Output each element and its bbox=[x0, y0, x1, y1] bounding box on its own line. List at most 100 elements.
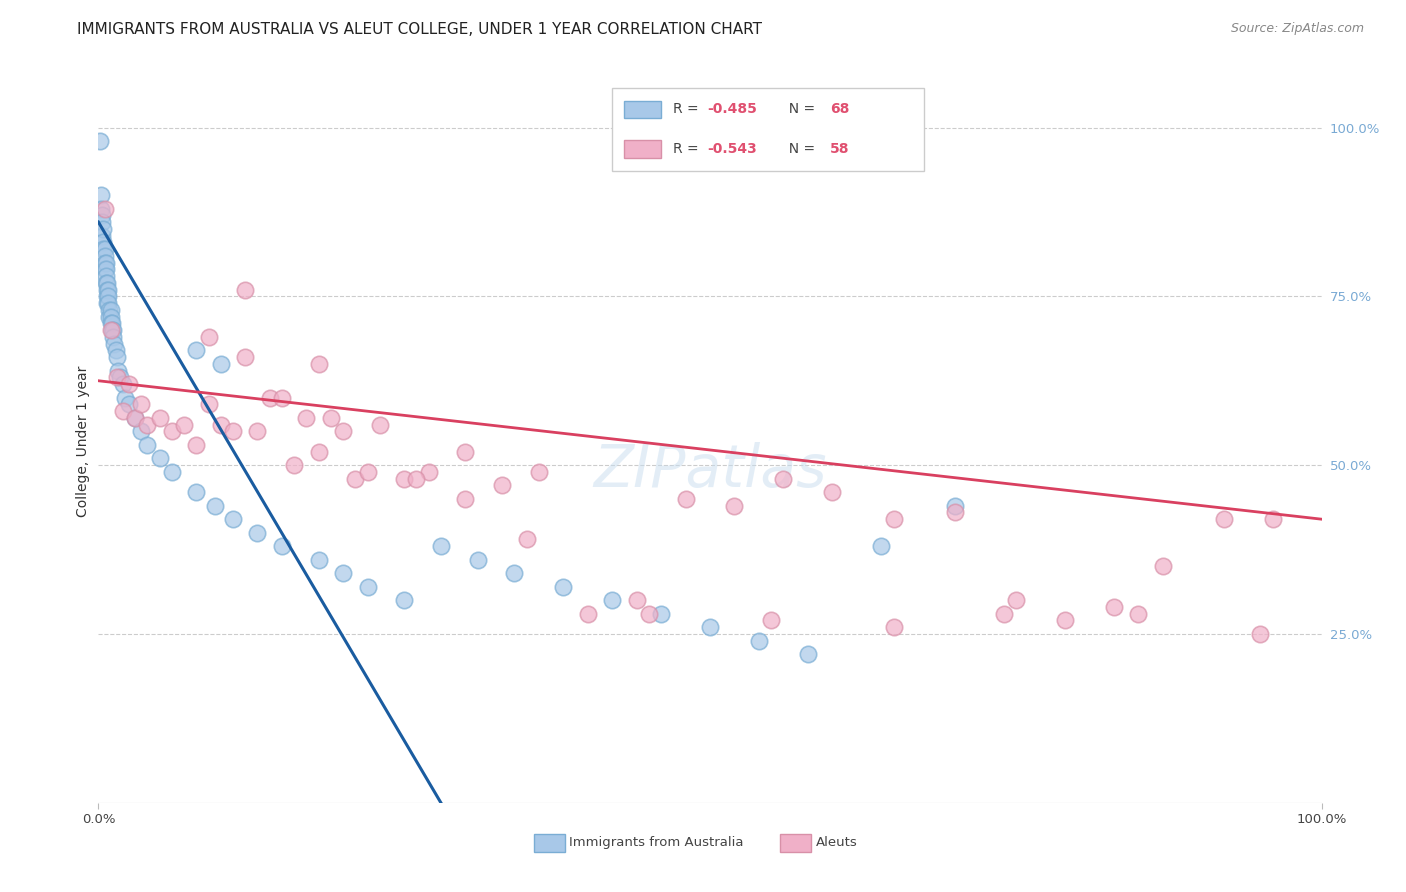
Point bbox=[186, 438, 208, 452]
Point bbox=[405, 472, 427, 486]
Point bbox=[454, 491, 477, 506]
Text: R =: R = bbox=[673, 142, 703, 156]
Point bbox=[90, 188, 112, 202]
Point bbox=[259, 391, 281, 405]
Point bbox=[90, 202, 112, 216]
Point bbox=[136, 417, 159, 432]
Point bbox=[105, 370, 128, 384]
FancyBboxPatch shape bbox=[612, 87, 924, 170]
Point bbox=[637, 607, 661, 621]
Point bbox=[93, 242, 115, 256]
Point bbox=[1004, 593, 1026, 607]
Point bbox=[356, 580, 378, 594]
Point bbox=[1249, 627, 1271, 641]
Text: Aleuts: Aleuts bbox=[815, 837, 858, 849]
Point bbox=[368, 417, 391, 432]
Point bbox=[650, 607, 672, 621]
Point bbox=[107, 364, 129, 378]
Point bbox=[761, 614, 783, 628]
Point bbox=[332, 566, 354, 581]
Point bbox=[94, 276, 117, 290]
Point bbox=[430, 539, 453, 553]
Point bbox=[748, 633, 770, 648]
Point bbox=[246, 425, 269, 439]
Point bbox=[129, 397, 152, 411]
Point bbox=[160, 465, 183, 479]
Point bbox=[344, 472, 367, 486]
Point bbox=[270, 539, 294, 553]
Point bbox=[993, 607, 1015, 621]
Point bbox=[204, 499, 226, 513]
Point bbox=[91, 228, 114, 243]
Point bbox=[553, 580, 575, 594]
Text: -0.543: -0.543 bbox=[707, 142, 758, 156]
Point bbox=[94, 269, 117, 284]
Point bbox=[105, 350, 128, 364]
Point bbox=[943, 505, 966, 519]
Point bbox=[454, 444, 477, 458]
Point bbox=[100, 323, 122, 337]
Point bbox=[101, 317, 124, 331]
Text: Immigrants from Australia: Immigrants from Australia bbox=[569, 837, 744, 849]
Point bbox=[356, 465, 378, 479]
Point bbox=[111, 404, 134, 418]
Point bbox=[319, 411, 342, 425]
Point bbox=[93, 202, 115, 216]
Point bbox=[93, 249, 115, 263]
Point bbox=[96, 283, 118, 297]
Point bbox=[295, 411, 318, 425]
Point bbox=[527, 465, 550, 479]
Point bbox=[576, 607, 599, 621]
Point bbox=[136, 438, 159, 452]
Point bbox=[797, 647, 820, 661]
Point bbox=[101, 323, 124, 337]
Point bbox=[94, 262, 117, 277]
Point bbox=[308, 444, 330, 458]
Point bbox=[100, 317, 122, 331]
Point bbox=[93, 262, 115, 277]
Point bbox=[186, 343, 208, 358]
Point bbox=[270, 391, 294, 405]
Point bbox=[1053, 614, 1076, 628]
Point bbox=[222, 425, 245, 439]
Point bbox=[129, 425, 152, 439]
Point bbox=[197, 397, 219, 411]
Point bbox=[1128, 607, 1150, 621]
Point bbox=[392, 593, 416, 607]
Point bbox=[209, 357, 232, 371]
Point bbox=[101, 330, 124, 344]
Point bbox=[91, 235, 114, 250]
Text: 58: 58 bbox=[830, 142, 849, 156]
Point bbox=[94, 255, 117, 269]
Text: N =: N = bbox=[780, 142, 820, 156]
Point bbox=[392, 472, 416, 486]
Text: IMMIGRANTS FROM AUSTRALIA VS ALEUT COLLEGE, UNDER 1 YEAR CORRELATION CHART: IMMIGRANTS FROM AUSTRALIA VS ALEUT COLLE… bbox=[77, 22, 762, 37]
Point bbox=[98, 310, 121, 324]
Point bbox=[197, 330, 219, 344]
Point bbox=[160, 425, 183, 439]
Point bbox=[91, 215, 114, 229]
Point bbox=[418, 465, 440, 479]
Point bbox=[943, 499, 966, 513]
Point bbox=[110, 370, 132, 384]
Point bbox=[91, 242, 114, 256]
Point bbox=[772, 472, 794, 486]
Point bbox=[89, 134, 111, 148]
Point bbox=[1212, 512, 1234, 526]
Point bbox=[503, 566, 526, 581]
Point bbox=[233, 283, 256, 297]
Point bbox=[97, 283, 120, 297]
Point bbox=[101, 323, 124, 337]
Point bbox=[149, 411, 172, 425]
Text: Source: ZipAtlas.com: Source: ZipAtlas.com bbox=[1230, 22, 1364, 36]
Point bbox=[93, 255, 115, 269]
Point bbox=[491, 478, 513, 492]
Text: N =: N = bbox=[780, 103, 820, 116]
Point bbox=[467, 552, 489, 566]
Point bbox=[97, 296, 120, 310]
Point bbox=[600, 593, 623, 607]
Point bbox=[283, 458, 305, 472]
Point bbox=[96, 296, 118, 310]
Point bbox=[870, 539, 893, 553]
Point bbox=[222, 512, 245, 526]
